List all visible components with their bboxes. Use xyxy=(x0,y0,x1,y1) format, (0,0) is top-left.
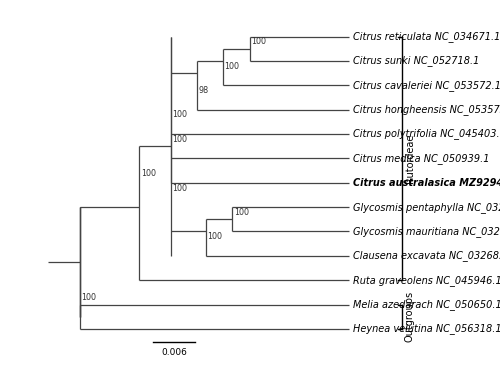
Text: Glycosmis mauritiana NC_032686.1: Glycosmis mauritiana NC_032686.1 xyxy=(352,226,500,237)
Text: 100: 100 xyxy=(207,232,222,241)
Text: Heynea velutina NC_056318.1: Heynea velutina NC_056318.1 xyxy=(352,323,500,335)
Text: 100: 100 xyxy=(82,293,96,302)
Text: 100: 100 xyxy=(172,184,187,192)
Text: 100: 100 xyxy=(251,37,266,46)
Text: Citrus reticulata NC_034671.1: Citrus reticulata NC_034671.1 xyxy=(352,31,500,42)
Text: Glycosmis pentaphylla NC_032687.1: Glycosmis pentaphylla NC_032687.1 xyxy=(352,202,500,213)
Text: 100: 100 xyxy=(172,135,187,144)
Text: Melia azedarach NC_050650.1: Melia azedarach NC_050650.1 xyxy=(352,299,500,310)
Text: Citrus australasica MZ929414.1: Citrus australasica MZ929414.1 xyxy=(352,178,500,188)
Text: Ruta graveolens NC_045946.1: Ruta graveolens NC_045946.1 xyxy=(352,275,500,286)
Text: Citrus medica NC_050939.1: Citrus medica NC_050939.1 xyxy=(352,153,489,164)
Text: Clausena excavata NC_032685.1: Clausena excavata NC_032685.1 xyxy=(352,250,500,261)
Text: 100: 100 xyxy=(140,169,156,178)
Text: 100: 100 xyxy=(224,62,240,71)
Text: Citrus hongheensis NC_053573.1: Citrus hongheensis NC_053573.1 xyxy=(352,104,500,115)
Text: 100: 100 xyxy=(234,208,248,217)
Text: Citrus polytrifolia NC_045403.1: Citrus polytrifolia NC_045403.1 xyxy=(352,128,500,139)
Text: Citrus sunki NC_052718.1: Citrus sunki NC_052718.1 xyxy=(352,56,479,66)
Text: 98: 98 xyxy=(199,86,209,95)
Text: Rutoideae: Rutoideae xyxy=(405,134,415,183)
Text: Outgroups: Outgroups xyxy=(405,291,415,342)
Text: Citrus cavaleriei NC_053572.1: Citrus cavaleriei NC_053572.1 xyxy=(352,80,500,91)
Text: 100: 100 xyxy=(172,110,187,120)
Text: 0.006: 0.006 xyxy=(162,348,187,357)
